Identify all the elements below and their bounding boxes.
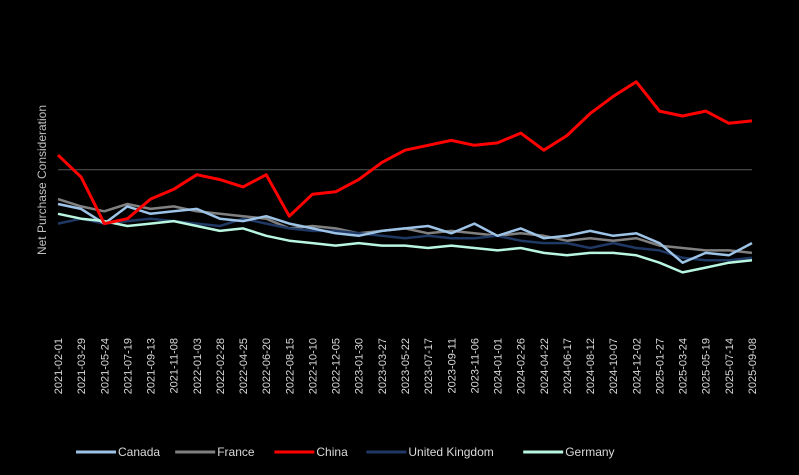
x-tick-labels: 2021-02-01 2021-03-29 2021-05-24 2021-07-19… <box>53 338 759 394</box>
x-tick-label: 2021-02-01 <box>53 338 65 394</box>
x-tick-label: 2023-03-27 <box>377 338 389 394</box>
x-tick-label: 2024-02-26 <box>516 338 528 394</box>
x-tick-label: 2022-04-25 <box>238 338 250 394</box>
x-tick-label: 2023-01-30 <box>354 338 366 394</box>
series-line-germany <box>57 212 753 274</box>
legend-label-france: France <box>217 445 255 459</box>
x-tick-label: 2021-07-19 <box>122 338 134 394</box>
legend-label-canada: Canada <box>118 445 160 459</box>
x-tick-label: 2025-05-19 <box>701 338 713 394</box>
x-tick-label: 2023-11-06 <box>469 338 481 393</box>
legend-label-germany: Germany <box>565 445 614 459</box>
x-tick-label: 2025-03-24 <box>678 338 690 394</box>
x-tick-label: 2024-01-01 <box>493 338 505 394</box>
x-tick-label: 2022-06-20 <box>261 338 273 394</box>
series-line-china <box>56 80 753 226</box>
x-tick-label: 2022-12-05 <box>331 338 343 394</box>
x-tick-label: 2022-02-28 <box>215 338 227 394</box>
x-tick-label: 2023-09-11 <box>446 338 458 393</box>
x-tick-label: 2024-08-12 <box>585 338 597 394</box>
x-tick-label: 2021-05-24 <box>99 338 111 394</box>
x-tick-label: 2024-04-22 <box>539 338 551 394</box>
y-axis-label: Net Purchase Consideration <box>35 105 49 255</box>
x-tick-label: 2023-05-22 <box>400 338 412 394</box>
x-tick-label: 2021-09-13 <box>146 338 158 394</box>
x-tick-label: 2022-10-10 <box>308 338 320 394</box>
legend-label-united-kingdom: United Kingdom <box>408 445 493 459</box>
x-tick-label: 2024-12-02 <box>631 338 643 394</box>
x-tick-label: 2022-01-03 <box>192 338 204 394</box>
x-tick-label: 2021-11-08 <box>169 338 181 393</box>
x-tick-label: 2025-07-14 <box>724 338 736 394</box>
legend: Canada France China United Kingdom Germany <box>76 445 615 459</box>
x-tick-label: 2025-01-27 <box>655 338 667 394</box>
x-tick-label: 2023-07-17 <box>423 338 435 394</box>
series-layer <box>56 80 753 274</box>
x-tick-label: 2021-03-29 <box>76 338 88 394</box>
series-line-canada <box>57 202 753 264</box>
x-tick-label: 2025-09-08 <box>747 338 759 394</box>
legend-label-china: China <box>316 445 348 459</box>
x-tick-label: 2024-06-17 <box>562 338 574 394</box>
x-tick-label: 2024-10-07 <box>608 338 620 394</box>
x-tick-label: 2022-08-15 <box>284 338 296 394</box>
